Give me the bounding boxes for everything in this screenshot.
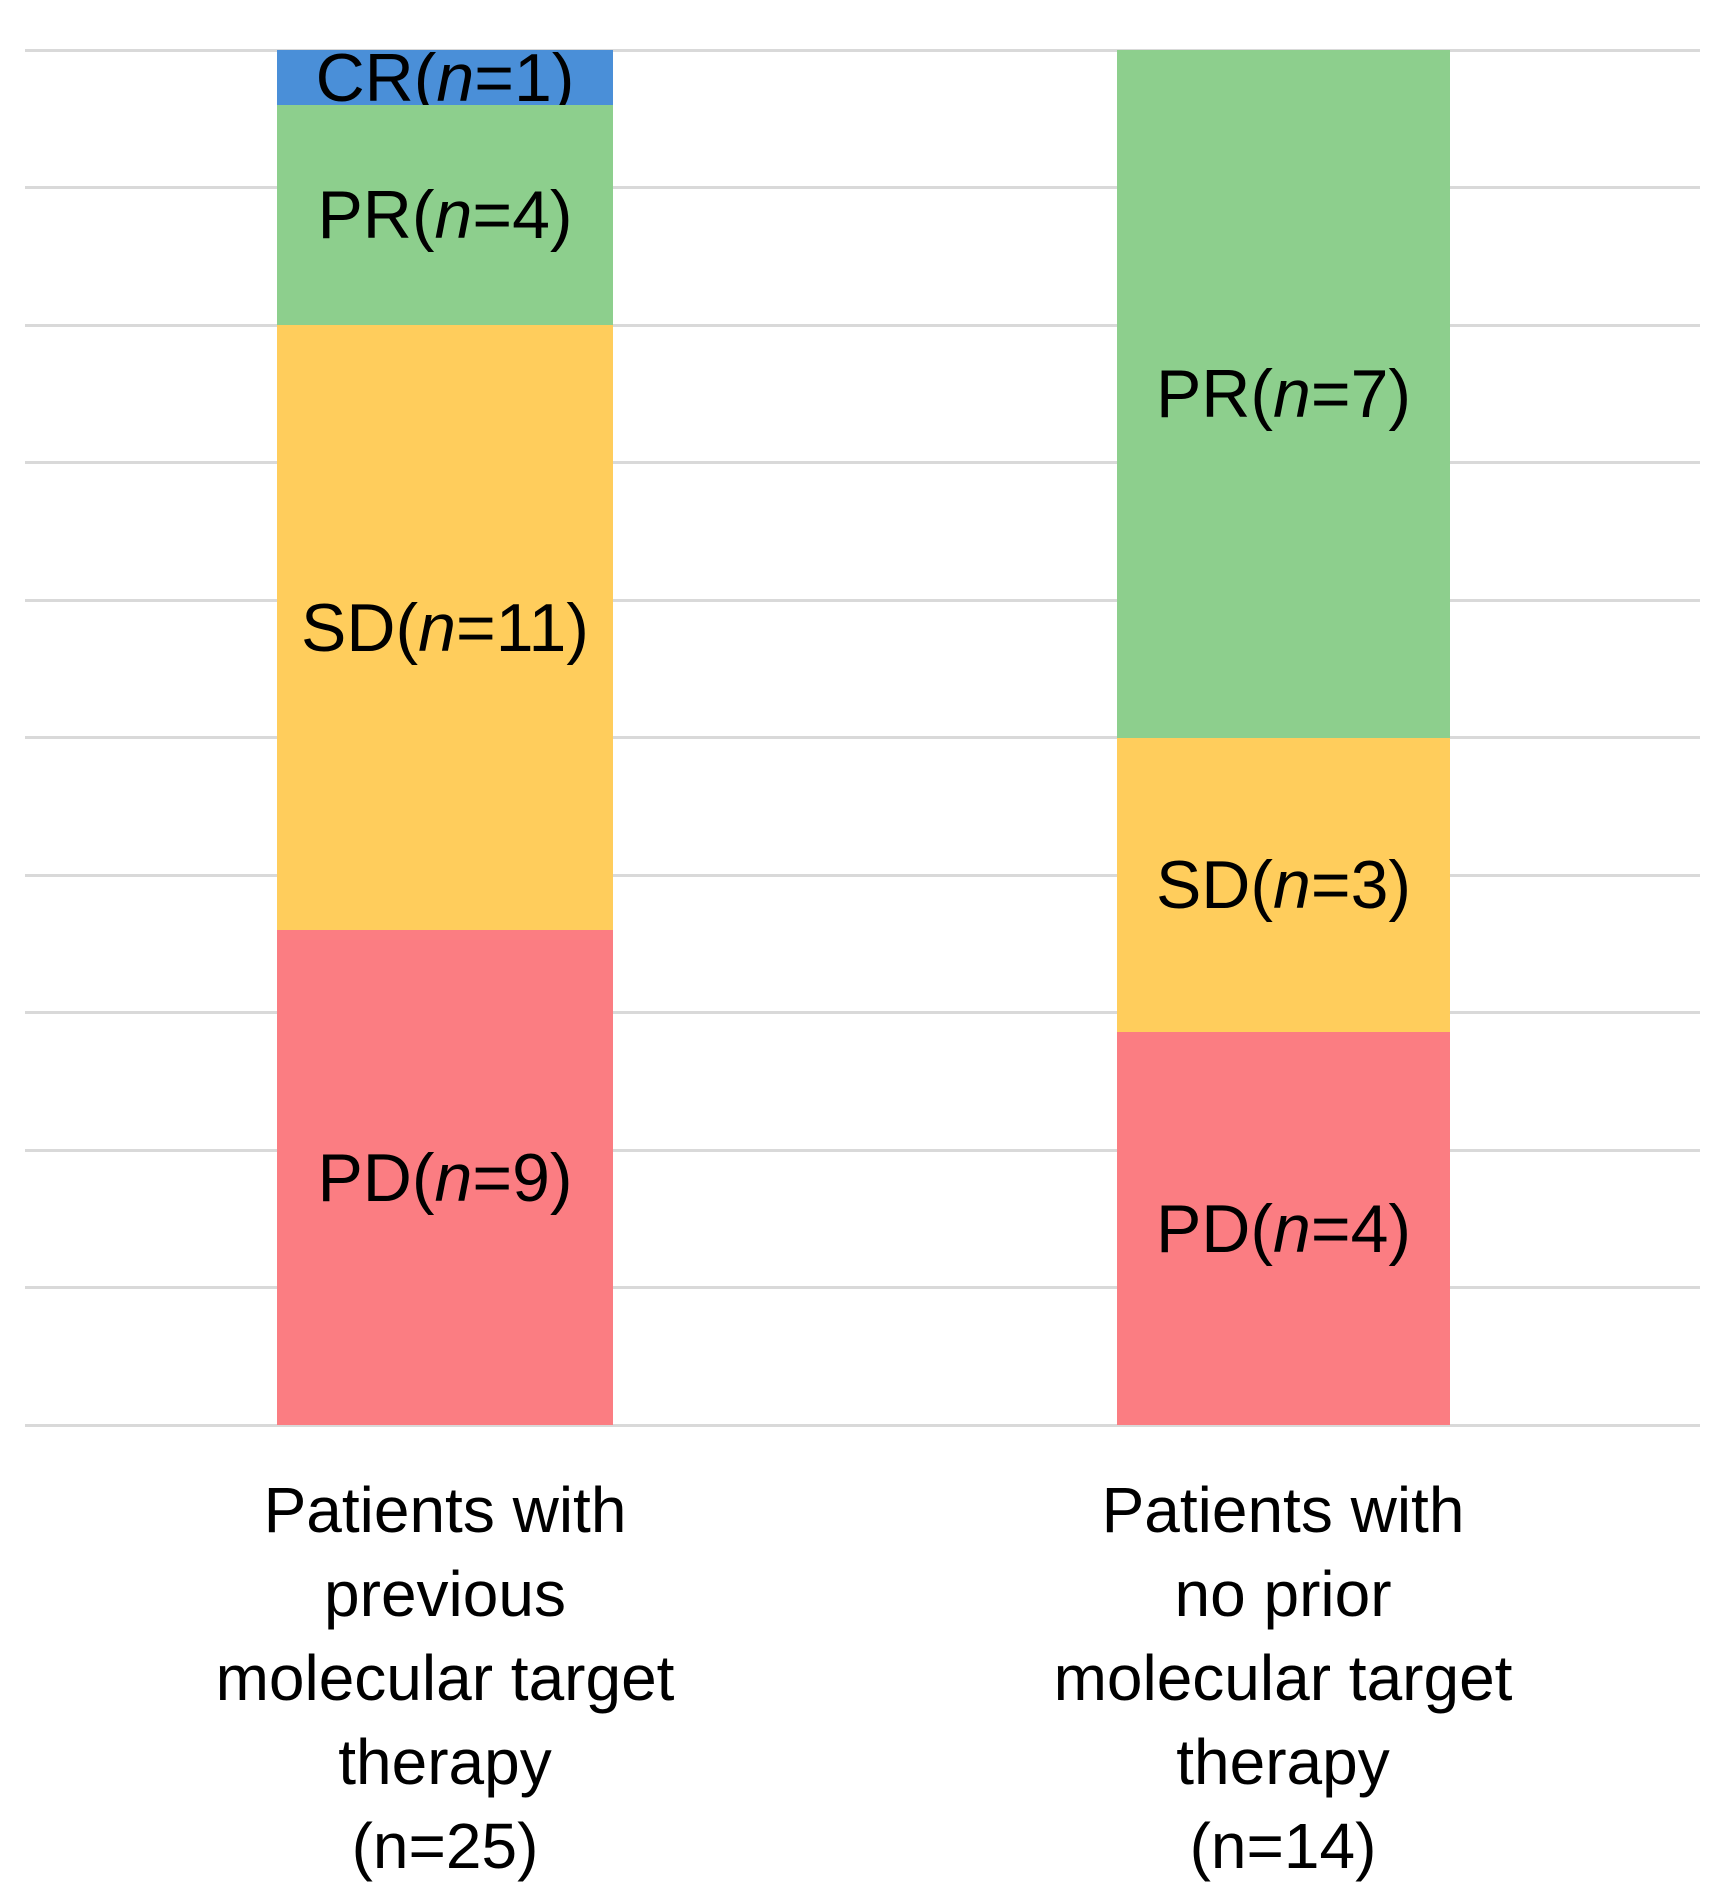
gridline xyxy=(25,461,1700,464)
gridline xyxy=(25,323,1700,327)
segment-label-cr: CR(n=1) xyxy=(315,39,575,116)
gridline xyxy=(25,186,1700,189)
category-line: (n=25) xyxy=(351,1810,539,1882)
gridline xyxy=(25,48,1700,52)
segment-label-sd: SD(n=11) xyxy=(301,589,589,666)
category-line: (n=14) xyxy=(1189,1810,1377,1882)
segment-label-pr: PR(n=7) xyxy=(1155,355,1412,432)
gridline xyxy=(25,873,1700,877)
bar-previous-therapy: CR(n=1) PR(n=4) SD(n=11) PD(n=9) xyxy=(277,44,613,1425)
bar-segment-pd: PD(n=9) xyxy=(277,930,613,1425)
gridline xyxy=(25,1148,1700,1152)
italic-n-symbol: n xyxy=(434,177,473,253)
gridline xyxy=(25,598,1700,602)
italic-n-symbol: n xyxy=(418,589,456,666)
italic-n-symbol: n xyxy=(436,39,475,116)
gridline xyxy=(25,1423,1700,1427)
category-label-no-prior-therapy: Patients with no prior molecular target … xyxy=(903,1468,1663,1888)
gridline xyxy=(25,1286,1700,1289)
category-line: Patients with xyxy=(1101,1474,1465,1546)
segment-label-pd: PD(n=9) xyxy=(317,1139,573,1216)
bar-segment-sd: SD(n=11) xyxy=(277,325,613,930)
italic-n-symbol: n xyxy=(1273,1190,1311,1267)
bar-segment-pr: PR(n=7) xyxy=(1117,50,1450,738)
category-line: molecular target xyxy=(215,1642,675,1714)
category-line: molecular target xyxy=(1053,1642,1513,1714)
italic-n-symbol: n xyxy=(1273,355,1311,432)
plot-area: CR(n=1) PR(n=4) SD(n=11) PD(n=9) PR(n=7) SD(… xyxy=(25,44,1700,1427)
category-line: therapy xyxy=(338,1726,552,1798)
category-label-previous-therapy: Patients with previous molecular target … xyxy=(65,1468,825,1888)
bar-segment-sd: SD(n=3) xyxy=(1117,737,1450,1033)
gridline xyxy=(25,1011,1700,1014)
italic-n-symbol: n xyxy=(434,1139,473,1216)
bar-segment-pr: PR(n=4) xyxy=(277,105,613,325)
category-line: Patients with xyxy=(263,1474,627,1546)
category-line: previous xyxy=(324,1558,566,1630)
bar-segment-pd: PD(n=4) xyxy=(1117,1032,1450,1425)
segment-label-pr: PR(n=4) xyxy=(317,177,573,253)
bar-segment-cr: CR(n=1) xyxy=(277,44,613,112)
category-line: no prior xyxy=(1174,1558,1392,1630)
italic-n-symbol: n xyxy=(1273,846,1311,923)
segment-label-pd: PD(n=4) xyxy=(1155,1190,1412,1267)
category-line: therapy xyxy=(1176,1726,1390,1798)
segment-label-sd: SD(n=3) xyxy=(1155,846,1412,923)
bar-no-prior-therapy: PR(n=7) SD(n=3) PD(n=4) xyxy=(1117,50,1450,1425)
gridline xyxy=(25,736,1700,739)
